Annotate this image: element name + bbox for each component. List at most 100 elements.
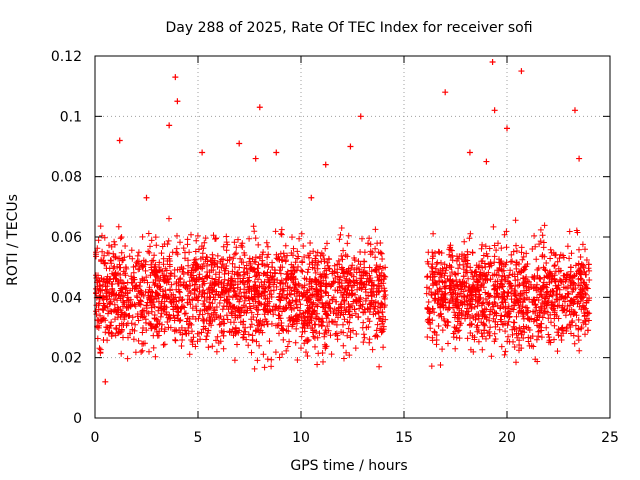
data-point — [460, 273, 467, 280]
data-point — [520, 267, 527, 274]
data-point — [219, 261, 226, 268]
data-point — [567, 264, 574, 271]
data-point — [170, 306, 177, 313]
data-point — [483, 158, 490, 165]
data-point — [376, 315, 383, 322]
data-point — [489, 59, 496, 66]
data-point — [205, 327, 212, 334]
data-point — [133, 282, 140, 289]
data-point — [289, 321, 296, 328]
data-point — [347, 143, 354, 150]
data-point — [431, 279, 438, 286]
x-tick-label: 5 — [194, 430, 203, 446]
data-point — [543, 300, 550, 307]
data-point — [561, 306, 568, 313]
grid-lines — [95, 56, 610, 418]
data-point — [195, 297, 201, 304]
data-point — [118, 309, 125, 316]
data-point — [549, 273, 556, 280]
data-point — [308, 194, 315, 201]
data-point — [536, 291, 543, 298]
data-point — [248, 294, 255, 301]
data-point — [479, 300, 486, 307]
data-point — [143, 194, 150, 201]
axis-ticks: 0 5 10 15 20 25 0 0.02 0.04 0.06 0.08 0.1 0.12 — [51, 49, 619, 446]
data-point — [576, 155, 583, 162]
data-point — [244, 270, 251, 277]
data-point — [322, 161, 329, 168]
y-tick-label: 0.02 — [51, 351, 82, 367]
data-point — [295, 282, 302, 289]
data-point — [499, 321, 506, 328]
x-tick-label: 15 — [395, 430, 413, 446]
data-point — [190, 276, 197, 283]
data-point — [584, 309, 591, 316]
data-point — [357, 113, 364, 120]
x-axis-label: GPS time / hours — [290, 458, 407, 474]
roti-point-cloud — [93, 215, 593, 372]
data-point — [215, 291, 222, 298]
y-tick-label: 0.1 — [60, 109, 82, 125]
data-point — [277, 297, 284, 304]
data-point — [112, 270, 119, 277]
y-tick-label: 0 — [73, 411, 82, 427]
data-point — [96, 300, 103, 307]
data-point — [466, 149, 473, 156]
data-point — [178, 264, 185, 271]
y-tick-label: 0.06 — [51, 230, 82, 246]
data-point — [265, 309, 272, 316]
data-point — [116, 137, 123, 144]
data-point — [127, 330, 134, 337]
data-point — [252, 155, 259, 162]
data-point — [571, 107, 578, 114]
data-point — [283, 276, 290, 283]
data-point — [555, 282, 562, 289]
data-point — [273, 149, 280, 156]
data-point — [159, 288, 166, 295]
data-point — [104, 324, 111, 331]
data-point — [491, 107, 498, 114]
data-point — [580, 294, 587, 301]
data-point — [508, 282, 515, 289]
data-point — [260, 285, 267, 292]
data-point — [318, 273, 325, 280]
data-point — [240, 318, 247, 325]
data-point — [199, 149, 206, 156]
y-tick-label: 0.04 — [51, 290, 82, 306]
data-point — [425, 306, 432, 313]
data-point — [122, 264, 129, 271]
x-tick-label: 0 — [91, 430, 100, 446]
data-point — [137, 297, 144, 304]
data-point — [454, 312, 461, 319]
data-point — [108, 291, 115, 298]
data-point — [256, 104, 263, 111]
data-point — [495, 294, 502, 301]
data-point — [302, 291, 309, 298]
x-tick-label: 10 — [292, 430, 310, 446]
data-point — [314, 303, 321, 310]
data-point — [487, 276, 494, 283]
data-point — [166, 122, 173, 129]
data-point — [223, 303, 230, 310]
data-point — [172, 74, 179, 81]
chart-title: Day 288 of 2025, Rate Of TEC Index for r… — [165, 20, 532, 36]
data-point — [174, 98, 181, 105]
data-point — [448, 264, 455, 271]
data-point — [230, 282, 237, 289]
data-point — [328, 318, 335, 325]
data-point — [378, 300, 385, 307]
data-point — [438, 294, 445, 301]
data-point — [351, 306, 358, 313]
y-axis-label: ROTI / TECUs — [5, 194, 21, 286]
roti-series — [94, 59, 591, 385]
data-point — [153, 273, 160, 280]
data-point — [335, 279, 342, 286]
point-cloud-markers — [93, 215, 593, 372]
data-point — [184, 315, 191, 322]
data-point — [524, 309, 531, 316]
data-point — [442, 89, 449, 96]
y-tick-label: 0.12 — [51, 49, 82, 65]
data-point — [473, 288, 480, 295]
data-point — [370, 288, 377, 295]
